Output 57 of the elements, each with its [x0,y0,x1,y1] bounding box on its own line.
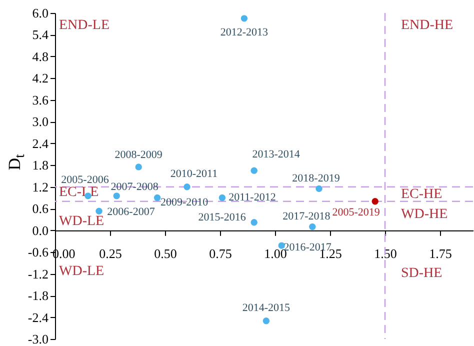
x-tick-label: 1.00 [264,246,287,261]
y-tick-label: 1.8 [32,158,48,173]
series-label: 2010-2011 [170,168,218,180]
point [240,15,248,22]
point [218,194,226,202]
y-tick-label: 4.8 [32,48,48,64]
point [372,198,378,205]
annotation: EC-LE [59,185,99,200]
y-tick-label: 5.4 [32,27,49,42]
series-label: 2005-2019 [332,206,380,218]
series-label: 2005-2006 [61,174,110,186]
y-tick-label: -1.2 [28,266,48,282]
x-tick-label: 0.50 [154,246,177,261]
point [250,167,258,174]
series-label: 2018-2019 [292,172,340,185]
point [135,164,142,170]
annotation: END-LE [59,18,110,33]
annotation: WD-LE [59,264,104,279]
annotation: END-HE [401,18,454,33]
point [250,219,258,226]
point [262,318,270,324]
series-label: 2014-2015 [242,302,291,314]
x-tick-label: 0.75 [209,246,232,261]
y-tick-label: 1.2 [32,179,48,194]
series-label: 2007-2008 [110,180,159,193]
annotation: SD-HE [401,266,442,281]
series-label: 2015-2016 [198,211,246,224]
series-label: 2006-2007 [107,206,156,218]
annotation: WD-LE [59,214,104,229]
y-tick-label: 2.4 [32,136,49,151]
series-label: 2012-2013 [220,26,269,38]
x-tick-label: 1.50 [374,246,397,261]
point [184,184,190,190]
annotation: EC-HE [401,187,442,202]
y-tick-label: 0.0 [32,222,48,238]
point [309,223,316,230]
y-tick-label: -0.6 [28,244,49,260]
series-label: 2013-2014 [252,148,300,161]
y-tick-label: -1.8 [28,288,48,304]
point [154,194,161,202]
series-label: 2008-2009 [114,148,163,161]
point [316,185,322,192]
y-tick-label: -2.4 [28,310,49,325]
y-tick-label: 0.6 [32,201,49,216]
x-tick-label: 0.25 [99,246,122,261]
annotation: WD-HE [401,207,448,222]
y-tick-label: 3.0 [32,114,48,130]
series-label: 2009-2010 [160,196,209,209]
x-tick-label: 1.75 [429,246,452,261]
y-tick-label: -3.0 [28,332,48,346]
series-label: 2011-2012 [228,192,276,204]
point [113,192,120,200]
y-tick-label: 6.0 [32,6,48,20]
y-tick-label: 4.2 [32,70,48,86]
y-tick-label: 3.6 [32,92,49,108]
point [96,208,102,214]
series-label: 2017-2018 [282,210,331,223]
